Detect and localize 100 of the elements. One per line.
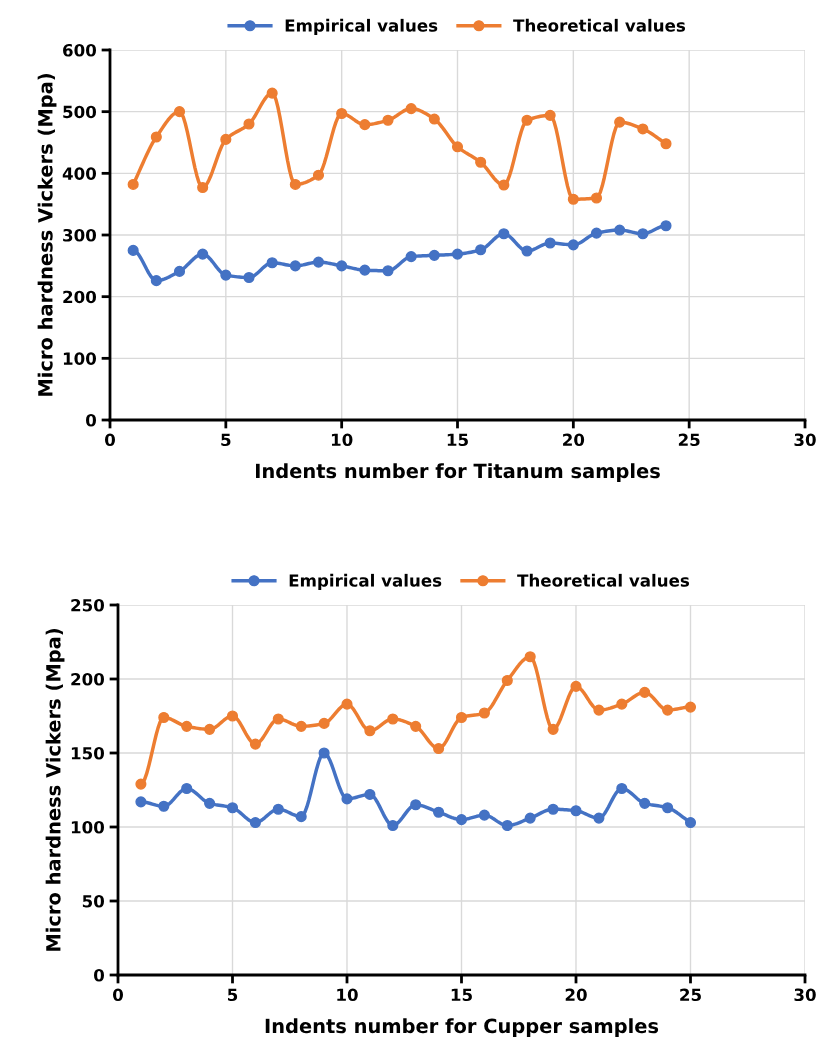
y-tick-label: 600 bbox=[63, 43, 97, 57]
point bbox=[226, 710, 239, 722]
point bbox=[501, 819, 513, 832]
x-tick-label: 0 bbox=[105, 433, 115, 447]
point bbox=[295, 720, 307, 732]
x-tick-label: 5 bbox=[227, 988, 238, 1002]
point bbox=[616, 698, 628, 710]
point bbox=[197, 181, 209, 194]
point bbox=[220, 133, 232, 145]
point bbox=[127, 178, 139, 190]
point bbox=[637, 123, 649, 135]
point bbox=[204, 723, 216, 735]
point bbox=[478, 707, 490, 719]
point bbox=[410, 720, 422, 732]
point bbox=[662, 704, 674, 716]
point bbox=[660, 220, 672, 232]
y-axis-title: Micro hardness Vickers (Mpa) bbox=[37, 74, 57, 396]
point bbox=[158, 800, 170, 812]
point bbox=[501, 674, 513, 687]
point bbox=[684, 701, 697, 713]
point bbox=[590, 192, 603, 204]
point bbox=[359, 119, 371, 131]
point bbox=[590, 227, 603, 239]
point bbox=[336, 107, 348, 120]
point bbox=[336, 260, 348, 272]
point bbox=[451, 141, 464, 153]
y-tick-label: 0 bbox=[86, 413, 97, 427]
point bbox=[359, 264, 371, 276]
x-tick-label: 10 bbox=[337, 988, 358, 1002]
point bbox=[451, 248, 464, 260]
point bbox=[243, 118, 255, 130]
point bbox=[662, 802, 674, 814]
x-tick-label: 25 bbox=[678, 433, 700, 447]
point bbox=[197, 248, 209, 260]
point bbox=[433, 743, 445, 755]
point bbox=[341, 793, 353, 805]
point bbox=[173, 106, 186, 118]
point bbox=[312, 169, 325, 181]
point bbox=[150, 275, 162, 287]
x-tick-label: 10 bbox=[331, 433, 353, 447]
point bbox=[405, 251, 417, 263]
point bbox=[226, 802, 239, 814]
y-axis-title: Micro hardness Vickers (Mpa) bbox=[45, 629, 65, 951]
point bbox=[524, 812, 536, 824]
point bbox=[387, 713, 399, 725]
point bbox=[547, 803, 559, 815]
point bbox=[382, 114, 394, 126]
point bbox=[341, 698, 353, 710]
point bbox=[249, 738, 261, 750]
x-tick-label: 15 bbox=[451, 988, 472, 1002]
point bbox=[455, 814, 468, 826]
y-tick-label: 500 bbox=[63, 105, 97, 119]
point bbox=[455, 711, 468, 724]
point bbox=[382, 265, 394, 277]
point bbox=[660, 138, 672, 150]
x-tick-label: 5 bbox=[221, 433, 231, 447]
point bbox=[544, 109, 556, 121]
y-tick-label: 150 bbox=[71, 746, 105, 760]
point bbox=[266, 257, 278, 269]
point bbox=[220, 269, 232, 281]
point bbox=[544, 237, 556, 249]
point bbox=[289, 178, 301, 190]
y-tick-label: 200 bbox=[71, 672, 105, 686]
point bbox=[637, 228, 649, 240]
point bbox=[639, 686, 651, 698]
point bbox=[614, 224, 626, 236]
point bbox=[570, 805, 582, 817]
y-tick-label: 200 bbox=[63, 290, 97, 304]
point bbox=[150, 131, 162, 143]
legend-label: Theoretical values bbox=[513, 18, 686, 32]
point bbox=[318, 747, 330, 759]
point bbox=[616, 782, 628, 795]
y-tick-label: 400 bbox=[62, 167, 97, 180]
y-tick-label: 0 bbox=[94, 968, 105, 982]
legend-label: Empirical values bbox=[285, 18, 438, 35]
point bbox=[475, 156, 487, 168]
point bbox=[405, 103, 417, 115]
x-tick-label: 25 bbox=[680, 988, 701, 1002]
x-tick-label: 20 bbox=[563, 433, 585, 447]
point bbox=[524, 651, 536, 663]
point bbox=[312, 256, 325, 268]
point bbox=[158, 711, 170, 724]
point bbox=[498, 228, 510, 240]
point bbox=[249, 817, 261, 829]
point bbox=[521, 114, 533, 126]
point bbox=[478, 809, 490, 821]
y-tick-label: 100 bbox=[63, 352, 97, 365]
point bbox=[364, 788, 376, 800]
point bbox=[428, 113, 440, 125]
point bbox=[498, 179, 510, 191]
x-tick-label: 30 bbox=[794, 433, 816, 447]
point bbox=[475, 244, 487, 256]
point bbox=[135, 796, 147, 808]
point bbox=[135, 778, 147, 790]
point bbox=[181, 782, 193, 795]
y-tick-label: 100 bbox=[71, 820, 105, 834]
y-tick-label: 50 bbox=[82, 894, 105, 908]
point bbox=[204, 797, 216, 809]
point bbox=[639, 797, 651, 809]
point bbox=[364, 725, 376, 737]
